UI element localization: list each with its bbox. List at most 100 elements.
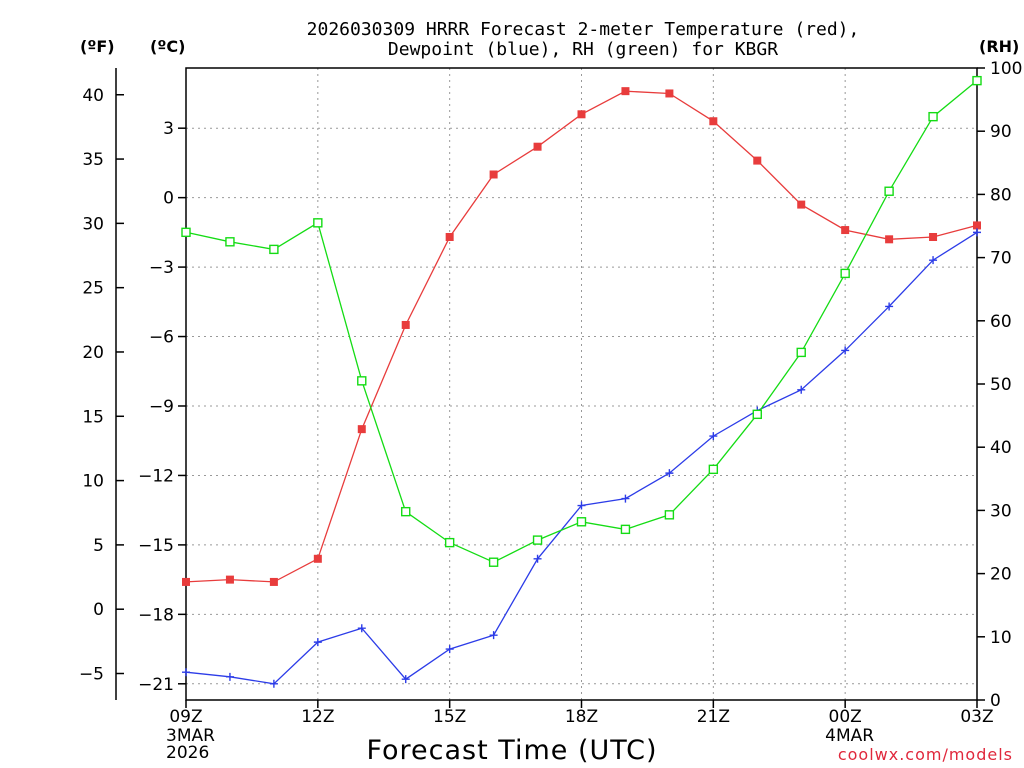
celsius-tick-label: 0: [163, 189, 174, 209]
rh-point: [840, 268, 850, 279]
temperature-point: [269, 577, 278, 586]
temperature-point: [489, 170, 498, 179]
temperature-point: [797, 200, 806, 209]
axes: [115, 67, 985, 708]
temperature-point: [313, 554, 322, 563]
fahrenheit-tick-label: 25: [82, 279, 104, 299]
x-axis-label: Forecast Time (UTC): [366, 735, 657, 766]
fahrenheit-tick-label: −5: [79, 665, 104, 685]
fahrenheit-tick-label: 10: [82, 472, 104, 492]
fahrenheit-tick-label: 40: [82, 86, 104, 106]
rh-tick-label: 10: [990, 628, 1012, 648]
fahrenheit-tick-label: 35: [82, 150, 104, 170]
temperature-point: [929, 232, 938, 241]
x-tick-date-label: 3MAR: [166, 726, 215, 746]
fahrenheit-unit-label: (ºF): [80, 37, 115, 56]
celsius-tick-label: −12: [138, 466, 174, 486]
rh-point: [752, 409, 762, 420]
temperature-point: [182, 577, 190, 586]
rh-point: [269, 244, 279, 255]
chart-title-line-2: Dewpoint (blue), RH (green) for KBGR: [388, 39, 778, 60]
dewpoint-point: [797, 385, 806, 394]
rh-point: [444, 537, 455, 548]
fahrenheit-tick-label: 15: [82, 407, 104, 427]
rh-tick-label: 60: [990, 312, 1012, 332]
rh-point: [532, 535, 543, 545]
celsius-unit-label: (ºC): [150, 37, 185, 56]
temperature-point: [709, 117, 718, 126]
credit-link[interactable]: coolwx.com/models: [838, 745, 1013, 764]
dewpoint-point: [445, 645, 454, 654]
x-tick-date-label: 2026: [166, 743, 209, 763]
celsius-tick-label: −3: [149, 258, 174, 278]
rh-point: [576, 517, 587, 527]
x-tick-label: 00Z: [829, 707, 862, 727]
celsius-tick-label: −21: [138, 675, 174, 695]
tick-labels: 30−3−6−9−12−15−18−214035302520151050−501…: [79, 59, 1023, 763]
celsius-tick-label: −18: [138, 605, 174, 625]
rh-point: [488, 557, 499, 567]
fahrenheit-tick-label: 30: [82, 214, 104, 234]
temperature-point: [225, 575, 234, 584]
rh-point: [357, 376, 367, 386]
x-tick-label: 12Z: [301, 707, 334, 727]
x-tick-label: 09Z: [169, 707, 202, 727]
dewpoint-point: [182, 668, 190, 677]
rh-tick-label: 100: [990, 59, 1022, 79]
rh-point: [620, 524, 631, 535]
dewpoint-point: [973, 228, 981, 237]
rh-point: [181, 227, 191, 238]
temperature-point: [973, 221, 981, 230]
rh-point: [313, 218, 323, 228]
temperature-point: [577, 110, 586, 119]
rh-point: [796, 347, 806, 358]
temperature-point: [445, 232, 454, 241]
rh-tick-label: 50: [990, 375, 1012, 395]
temperature-point: [533, 142, 542, 151]
rh-point: [225, 237, 235, 247]
x-tick-date-label: 4MAR: [825, 726, 874, 746]
temperature-point: [357, 425, 366, 434]
fahrenheit-tick-label: 20: [82, 343, 104, 363]
dewpoint-point: [357, 624, 366, 633]
temperature-point: [401, 320, 410, 329]
celsius-tick-label: −6: [149, 328, 174, 348]
rh-tick-label: 90: [990, 122, 1012, 142]
dewpoint-point: [533, 554, 542, 563]
temperature-point: [621, 87, 630, 96]
dewpoint-point: [313, 638, 322, 647]
temperature-point: [665, 89, 674, 98]
dewpoint-point: [621, 494, 630, 503]
rh-tick-label: 20: [990, 565, 1012, 585]
fahrenheit-tick-label: 0: [93, 600, 104, 620]
rh-unit-label: (RH): [979, 37, 1019, 56]
temperature-point: [885, 235, 894, 244]
rh-point: [884, 186, 894, 196]
chart-title-line-1: 2026030309 HRRR Forecast 2-meter Tempera…: [307, 19, 860, 40]
dewpoint-point: [929, 256, 938, 265]
celsius-tick-label: −15: [138, 536, 174, 556]
rh-point: [972, 75, 982, 86]
dewpoint-point: [225, 672, 234, 681]
x-tick-label: 18Z: [565, 707, 598, 727]
temperature-point: [753, 156, 762, 165]
x-tick-label: 03Z: [960, 707, 993, 727]
rh-tick-label: 80: [990, 185, 1012, 205]
temperature-point: [841, 226, 850, 235]
rh-tick-label: 70: [990, 249, 1012, 269]
rh-tick-label: 40: [990, 438, 1012, 458]
x-tick-label: 21Z: [697, 707, 730, 727]
dewpoint-point: [269, 679, 278, 688]
dewpoint-point: [841, 346, 850, 355]
grid-lines: [185, 68, 978, 700]
dewpoint-point: [577, 501, 586, 510]
rh-point: [401, 506, 411, 517]
rh-point: [664, 510, 675, 520]
dewpoint-point: [665, 469, 674, 478]
rh-point: [708, 464, 719, 475]
celsius-tick-label: −9: [149, 397, 174, 417]
rh-point: [928, 111, 938, 122]
fahrenheit-tick-label: 5: [93, 536, 104, 556]
dewpoint-point: [885, 302, 894, 311]
